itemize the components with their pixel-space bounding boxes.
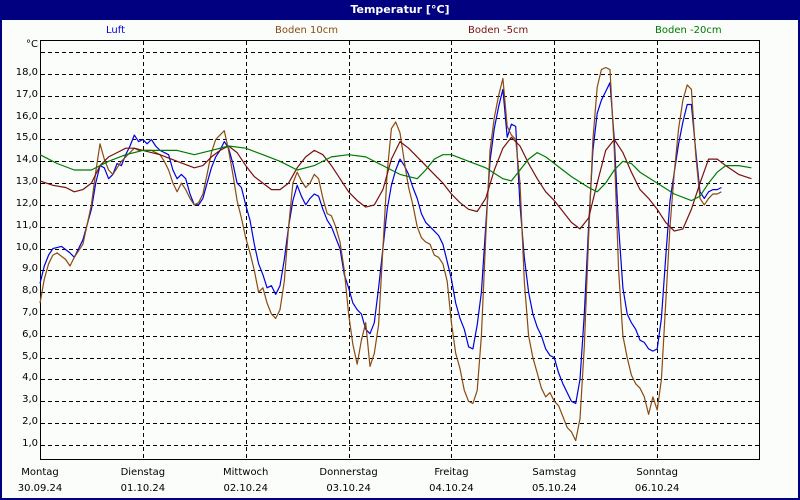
y-tick-label: 5,0 xyxy=(22,350,38,362)
y-tick-label: 13,0 xyxy=(15,176,38,188)
y-tick-label: 8,0 xyxy=(22,285,38,297)
x-tick-date: 04.10.24 xyxy=(429,483,474,494)
grid-lines xyxy=(41,41,759,459)
x-tick-day: Sonntag xyxy=(636,467,678,478)
legend-boden-20cm: Boden -20cm xyxy=(655,25,722,36)
x-tick-day: Freitag xyxy=(434,467,469,478)
y-tick-label: 1,0 xyxy=(22,437,38,449)
y-tick-label: 14,0 xyxy=(15,154,38,166)
x-tick-date: 30.09.24 xyxy=(17,483,63,494)
y-tick-label: 4,0 xyxy=(22,372,38,384)
y-tick-label: 15,0 xyxy=(15,132,38,144)
y-tick-label: 17,0 xyxy=(15,88,38,100)
y-axis-unit: °C xyxy=(26,39,38,50)
x-tick-date: 05.10.24 xyxy=(532,483,577,494)
legend-boden-10cm: Boden 10cm xyxy=(275,25,338,36)
x-tick-day: Donnerstag xyxy=(319,467,378,478)
legend-luft: Luft xyxy=(106,25,125,36)
y-tick-label: 3,0 xyxy=(22,394,38,406)
x-tick-date: 02.10.24 xyxy=(223,483,268,494)
y-tick-label: 9,0 xyxy=(22,263,38,275)
x-tick-date: 03.10.24 xyxy=(326,483,371,494)
x-tick-day: Dienstag xyxy=(120,467,166,478)
y-tick-label: 10,0 xyxy=(15,241,38,253)
series-lines xyxy=(39,66,752,442)
series-line-luft xyxy=(39,82,722,405)
x-tick-day: Mittwoch xyxy=(223,467,269,478)
x-tick-day: Samstag xyxy=(532,467,577,478)
y-tick-label: 11,0 xyxy=(15,219,38,231)
y-tick-label: 12,0 xyxy=(15,197,38,209)
window-title: Temperatur [°C] xyxy=(0,0,800,20)
plot-frame xyxy=(40,40,760,460)
y-tick-label: 18,0 xyxy=(15,67,38,78)
series-line-boden-10cm xyxy=(39,66,722,442)
y-tick-label: 2,0 xyxy=(22,416,38,428)
x-tick-date: 01.10.24 xyxy=(120,483,166,494)
x-tick-day: Montag xyxy=(21,467,59,478)
legend-boden-5cm: Boden -5cm xyxy=(468,25,529,36)
y-tick-label: 6,0 xyxy=(22,328,38,340)
y-tick-label: 16,0 xyxy=(15,110,38,122)
x-tick-date: 06.10.24 xyxy=(634,483,680,494)
series-line-boden-20cm xyxy=(39,145,752,202)
y-tick-label: 7,0 xyxy=(22,307,38,319)
series-line-boden-5cm xyxy=(39,136,752,232)
